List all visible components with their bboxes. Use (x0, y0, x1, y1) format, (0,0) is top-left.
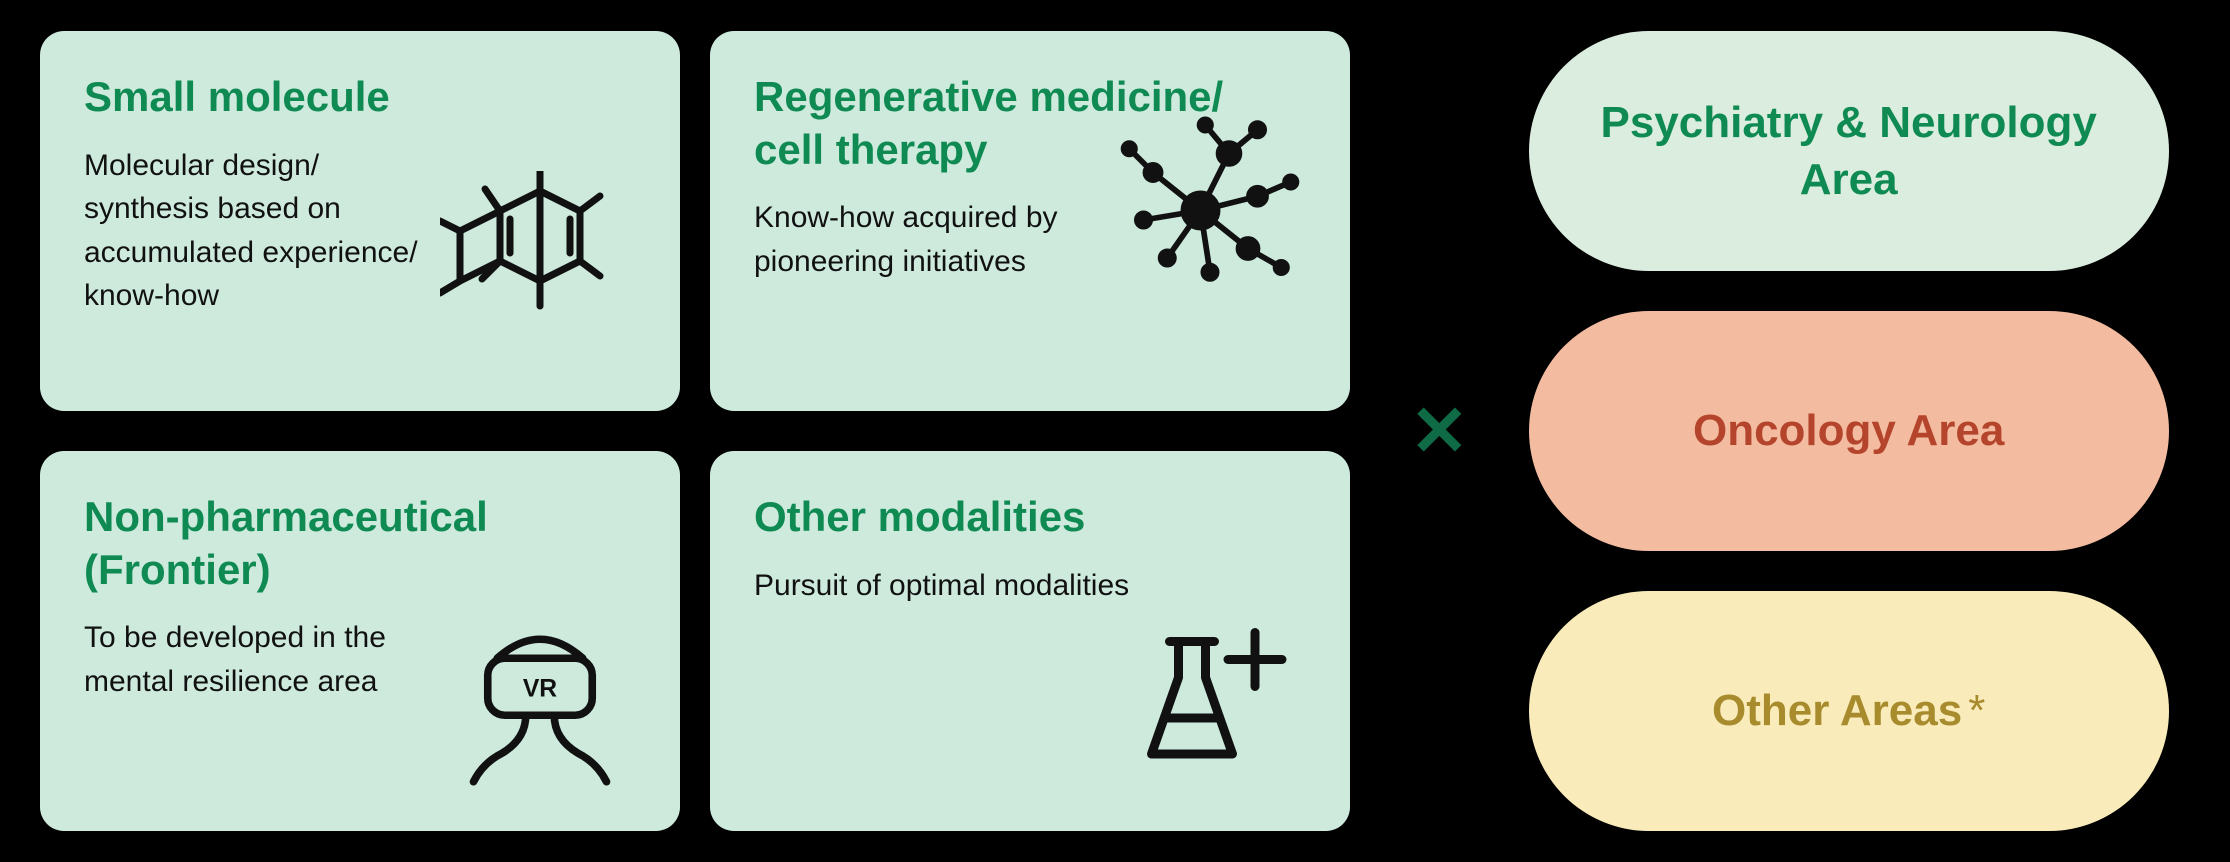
card-other-modalities: Other modalities Pursuit of optimal moda… (710, 451, 1350, 831)
pill-label: Oncology Area (1693, 402, 2004, 459)
card-body: Know-how acquired by pioneering initiati… (754, 196, 1129, 283)
card-non-pharmaceutical: Non-pharmaceutical (Frontier) To be deve… (40, 451, 680, 831)
infographic-root: Small molecule Molecular design/synthesi… (0, 0, 2230, 862)
molecule-icon (440, 151, 640, 351)
card-body: Molecular design/synthesis based on accu… (84, 144, 459, 318)
multiply-symbol: ✕ (1400, 390, 1479, 472)
network-icon (1110, 101, 1310, 301)
pill-psychiatry-neurology: Psychiatry & Neurology Area (1529, 31, 2169, 271)
area-column: Psychiatry & Neurology Area Oncology Are… (1529, 31, 2169, 831)
card-body: To be developed in the mental resilience… (84, 616, 459, 703)
svg-text:VR: VR (523, 675, 557, 702)
pill-other-areas: Other Areas* (1529, 591, 2169, 831)
card-title: Non-pharmaceutical (Frontier) (84, 491, 636, 596)
pill-label: Other Areas (1712, 682, 1962, 739)
card-title: Small molecule (84, 71, 636, 124)
card-title: Other modalities (754, 491, 1306, 544)
pill-oncology: Oncology Area (1529, 311, 2169, 551)
card-body: Pursuit of optimal modalities (754, 564, 1129, 608)
modality-grid: Small molecule Molecular design/synthesi… (40, 31, 1350, 831)
vr-icon: VR (440, 601, 640, 801)
card-small-molecule: Small molecule Molecular design/synthesi… (40, 31, 680, 411)
pill-label: Psychiatry & Neurology Area (1569, 94, 2129, 208)
flask-icon (1110, 591, 1310, 791)
card-regenerative-medicine: Regenerative medicine/cell therapy Know-… (710, 31, 1350, 411)
asterisk: * (1968, 682, 1985, 739)
